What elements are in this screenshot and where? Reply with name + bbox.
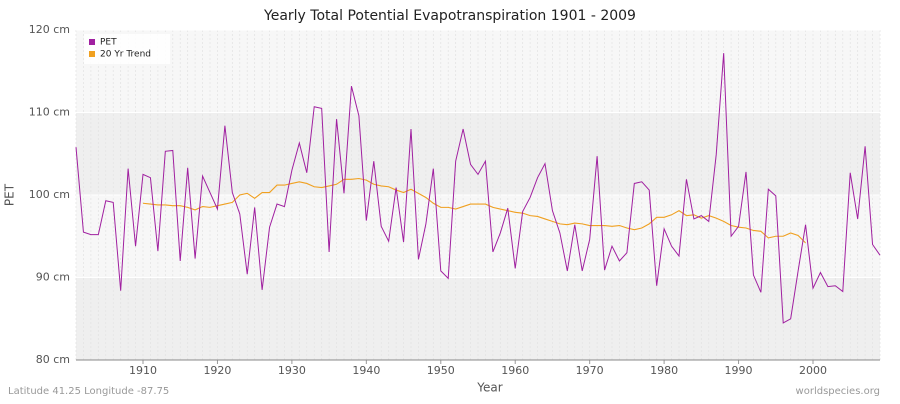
y-tick-label: 120 cm <box>29 23 70 36</box>
legend: PET 20 Yr Trend <box>84 34 170 64</box>
series-line <box>75 53 881 324</box>
y-tick-label: 90 cm <box>36 271 70 284</box>
legend-swatch <box>89 51 95 57</box>
legend-swatch <box>89 39 95 45</box>
x-tick-label: 1910 <box>129 364 157 377</box>
y-tick-label: 80 cm <box>36 353 70 366</box>
chart-title: Yearly Total Potential Evapotranspiratio… <box>263 8 636 24</box>
x-axis-label: Year <box>476 381 502 395</box>
x-tick-label: 1950 <box>427 364 455 377</box>
x-tick-label: 1940 <box>352 364 380 377</box>
x-tick-label: 2000 <box>799 364 827 377</box>
x-tick-label: 1970 <box>576 364 604 377</box>
legend-box <box>84 34 170 64</box>
x-tick-label: 1980 <box>650 364 678 377</box>
x-tick-label: 1930 <box>278 364 306 377</box>
x-tick-label: 1920 <box>203 364 231 377</box>
series-line <box>142 177 806 244</box>
legend-label: 20 Yr Trend <box>100 50 151 60</box>
y-tick-label: 110 cm <box>29 106 70 119</box>
x-tick-label: 1960 <box>501 364 529 377</box>
legend-label: PET <box>100 38 117 48</box>
footer-left: Latitude 41.25 Longitude -87.75 <box>8 386 169 397</box>
y-tick-label: 100 cm <box>29 188 70 201</box>
y-axis-label: PET <box>3 183 17 206</box>
footer-right: worldspecies.org <box>796 386 880 397</box>
x-tick-label: 1990 <box>725 364 753 377</box>
